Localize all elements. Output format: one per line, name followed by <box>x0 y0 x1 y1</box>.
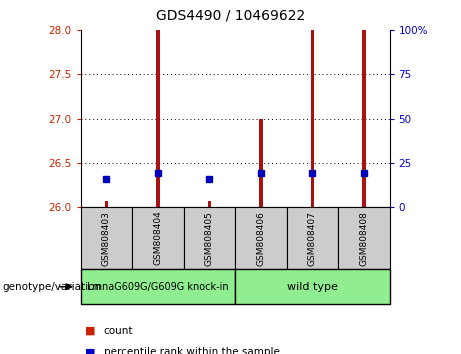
Bar <box>207 201 211 207</box>
Text: GSM808408: GSM808408 <box>359 211 368 266</box>
Bar <box>235 207 287 269</box>
Bar <box>362 30 366 207</box>
Text: genotype/variation: genotype/variation <box>2 282 101 292</box>
Bar <box>156 30 160 207</box>
Text: GSM808407: GSM808407 <box>308 211 317 266</box>
Text: GSM808404: GSM808404 <box>154 211 162 266</box>
Text: ■: ■ <box>85 347 96 354</box>
Text: ■: ■ <box>85 326 96 336</box>
Text: GSM808403: GSM808403 <box>102 211 111 266</box>
Bar <box>81 207 132 269</box>
Bar <box>287 207 338 269</box>
Bar <box>259 119 263 207</box>
Text: percentile rank within the sample: percentile rank within the sample <box>104 347 280 354</box>
Text: GSM808405: GSM808405 <box>205 211 214 266</box>
Bar <box>132 207 183 269</box>
Bar <box>183 207 235 269</box>
Text: GSM808406: GSM808406 <box>256 211 266 266</box>
Bar <box>235 269 390 304</box>
Bar <box>81 269 235 304</box>
Bar <box>338 207 390 269</box>
Text: GDS4490 / 10469622: GDS4490 / 10469622 <box>156 9 305 23</box>
Text: wild type: wild type <box>287 282 338 292</box>
Text: count: count <box>104 326 133 336</box>
Bar <box>105 201 108 207</box>
Bar <box>311 30 314 207</box>
Text: LmnaG609G/G609G knock-in: LmnaG609G/G609G knock-in <box>87 282 229 292</box>
